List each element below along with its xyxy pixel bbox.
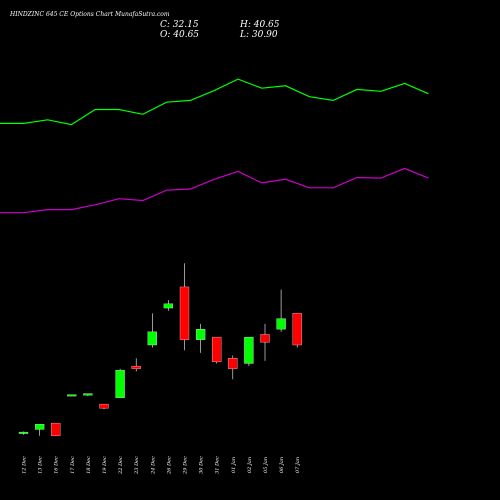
x-tick-label: 29 Dec xyxy=(183,456,189,475)
x-tick-label: 12 Dec xyxy=(22,456,28,474)
candle-body xyxy=(51,422,61,436)
candle-body xyxy=(276,318,286,330)
candle-body xyxy=(163,303,174,309)
overlay-line-1 xyxy=(0,78,429,126)
ohlc-high: H: 40.65 xyxy=(239,20,280,30)
x-tick-label: 23 Dec xyxy=(134,456,140,475)
ohlc-low: L: 30.90 xyxy=(239,30,278,40)
ohlc-close: C: 32.15 xyxy=(160,20,199,30)
x-tick-label: 31 Dec xyxy=(215,456,221,474)
candle-body xyxy=(147,331,157,346)
x-tick-label: 06 Jan xyxy=(279,457,285,473)
x-tick-label: 30 Dec xyxy=(199,456,205,474)
overlay-line-2 xyxy=(0,167,429,214)
overlay-lines xyxy=(0,78,429,214)
candle-body xyxy=(34,424,45,430)
x-tick-label: 16 Dec xyxy=(54,456,60,474)
x-tick-label: 24 Dec xyxy=(150,456,156,475)
candle-body xyxy=(228,358,238,369)
x-tick-label: 02 Jan xyxy=(247,457,253,473)
ohlc-open: O: 40.65 xyxy=(160,30,199,40)
x-tick-label: 07 Jan xyxy=(295,457,301,473)
x-tick-label: 18 Dec xyxy=(86,456,92,474)
chart-title: HINDZINC 645 CE Options Chart MunafaSutr… xyxy=(9,11,170,18)
candle-body xyxy=(18,431,29,434)
candles-group xyxy=(18,263,302,436)
x-tick-label: 05 Jan xyxy=(263,457,269,473)
candle-body xyxy=(212,336,222,363)
candle-body xyxy=(179,286,190,340)
candle-body xyxy=(83,393,93,396)
x-tick-label: 22 Dec xyxy=(118,456,124,475)
candle-body xyxy=(115,370,125,398)
candle-body xyxy=(131,365,141,369)
x-axis-labels: 12 Dec 13 Dec 16 Dec 17 Dec 18 Dec 19 Dec 22 D… xyxy=(22,456,302,475)
candle-body xyxy=(244,336,254,364)
x-tick-label: 17 Dec xyxy=(70,456,76,474)
x-tick-label: 26 Dec xyxy=(166,456,172,475)
candle-body xyxy=(195,329,206,340)
candle-body xyxy=(67,394,77,397)
candle-body xyxy=(292,313,302,346)
x-tick-label: 13 Dec xyxy=(38,456,44,474)
candle-body xyxy=(260,334,270,343)
x-tick-label: 01 Jan xyxy=(231,457,237,473)
candle-body xyxy=(99,403,109,409)
x-tick-label: 19 Dec xyxy=(102,456,108,474)
